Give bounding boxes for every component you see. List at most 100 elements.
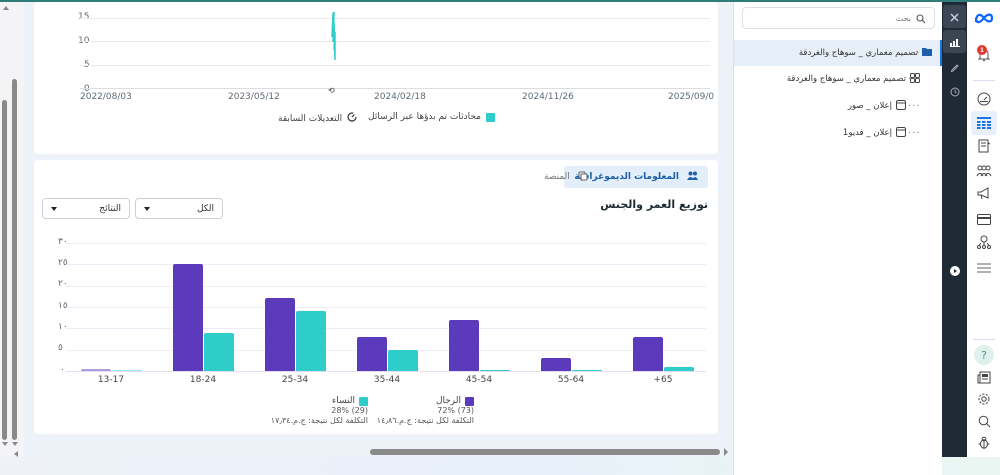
pencil-icon <box>950 57 960 76</box>
bar-women-55-64[interactable] <box>572 370 602 371</box>
y-tick: 15 <box>78 12 90 22</box>
ad-icon <box>896 99 906 113</box>
legend-swatch <box>465 396 474 406</box>
scroll-right-arrow[interactable] <box>724 448 728 456</box>
bar-women-35-44[interactable] <box>388 350 418 371</box>
bar-women-13-17[interactable] <box>112 370 142 371</box>
search-box[interactable] <box>742 7 935 29</box>
x-axis-line <box>66 371 706 372</box>
scroll-down-arrow[interactable] <box>2 442 8 446</box>
help-button[interactable]: ? <box>971 343 997 367</box>
scroll-down-arrow-2[interactable] <box>12 442 18 446</box>
scroll-up-arrow[interactable] <box>3 6 9 10</box>
more-options-icon[interactable]: ··· <box>908 73 921 85</box>
x-tick: 2022/08/03 <box>80 92 132 102</box>
tab-platform[interactable]: المنصة <box>544 166 588 188</box>
tree-item-adset[interactable]: تصميم معماري _ سوهاج والغردقة ··· <box>734 66 942 92</box>
filter-results-dropdown[interactable]: النتائج <box>42 198 130 219</box>
previous-edits-marker-icon[interactable]: ⟲ <box>328 86 335 95</box>
expand-button[interactable] <box>950 266 960 276</box>
campaign-tree-panel: تصميم معماري _ سوهاج والغردقة ··· تصميم … <box>733 2 942 475</box>
gauge-icon <box>347 112 357 125</box>
close-panel-button[interactable] <box>943 5 966 28</box>
charts-button[interactable] <box>943 30 966 53</box>
more-options-icon[interactable]: ··· <box>908 47 921 59</box>
gridline <box>66 328 706 329</box>
bar-men-65plus[interactable] <box>633 337 663 371</box>
nav-ads-manager[interactable] <box>971 111 997 135</box>
ad-icon <box>896 126 906 140</box>
legend-previous-edits: التعديلات السابقة <box>278 112 357 125</box>
vertical-scrollbar[interactable] <box>0 2 24 457</box>
report-bug-button[interactable] <box>971 431 997 455</box>
help-icon: ? <box>974 345 994 365</box>
gridline <box>80 18 710 19</box>
nav-reports[interactable] <box>971 366 997 390</box>
nav-all-tools[interactable] <box>971 255 997 279</box>
search-input[interactable] <box>771 13 911 23</box>
bar-men-35-44[interactable] <box>357 337 387 371</box>
scrollbar-thumb-outer[interactable] <box>12 79 17 440</box>
people-group-icon <box>976 162 992 181</box>
x-tick: 2024/11/26 <box>522 92 574 102</box>
y-tick: ١٠ <box>58 322 68 332</box>
tree-item-ad-images[interactable]: إعلان _ صور ··· <box>734 93 942 119</box>
bar-men-45-54[interactable] <box>449 320 479 371</box>
close-icon <box>950 7 959 26</box>
category-label: +65 <box>653 375 673 385</box>
settings-button[interactable] <box>971 388 997 412</box>
x-tick: 2024/02/18 <box>374 92 426 102</box>
horizontal-scrollbar[interactable] <box>24 447 732 457</box>
more-options-icon[interactable]: ··· <box>908 100 921 112</box>
tree-item-ad-video[interactable]: إعلان _ فديو1 ··· <box>734 120 942 146</box>
people-icon <box>687 171 698 183</box>
bar-men-25-34[interactable] <box>265 298 295 371</box>
tab-demographics[interactable]: المعلومات الديموغرافية <box>564 166 708 188</box>
nav-audiences[interactable] <box>971 159 997 183</box>
network-icon <box>977 234 991 253</box>
category-label: 25-34 <box>281 375 309 385</box>
more-options-icon[interactable]: ··· <box>908 127 921 139</box>
bar-women-45-54[interactable] <box>480 370 510 371</box>
legend-label: النساء <box>332 396 355 406</box>
filter-all-dropdown[interactable]: الكل <box>135 198 223 219</box>
tab-label: المنصة <box>544 172 570 182</box>
nav-business-settings[interactable] <box>971 231 997 255</box>
x-tick: 2023/05/12 <box>228 92 280 102</box>
chevron-right-icon <box>953 269 957 273</box>
bug-icon <box>978 434 990 453</box>
y-tick: ٢٥ <box>58 258 68 268</box>
search-button[interactable] <box>971 410 997 434</box>
caret-down-icon <box>51 206 57 211</box>
nav-billing[interactable] <box>971 207 997 231</box>
notifications-button[interactable]: 1 <box>971 44 997 68</box>
megaphone-icon <box>977 186 991 205</box>
category-label: 45-54 <box>465 375 493 385</box>
bar-women-65plus[interactable] <box>664 367 694 371</box>
gridline <box>80 65 710 66</box>
scroll-left-arrow[interactable] <box>14 451 18 457</box>
edit-button[interactable] <box>943 55 966 78</box>
scrollbar-thumb[interactable] <box>370 449 720 455</box>
tree-item-label: تصميم معماري _ سوهاج والغردقة <box>798 48 918 58</box>
nav-overview[interactable] <box>971 88 997 112</box>
tree-item-campaign[interactable]: تصميم معماري _ سوهاج والغردقة ··· <box>734 40 942 66</box>
credit-card-icon <box>977 210 991 229</box>
gridline <box>66 307 706 308</box>
bar-men-55-64[interactable] <box>541 358 571 371</box>
category-label: 55-64 <box>557 375 585 385</box>
scrollbar-thumb-inner[interactable] <box>2 100 7 440</box>
meta-logo[interactable] <box>971 6 997 30</box>
gridline <box>80 41 710 42</box>
notification-badge: 1 <box>977 45 987 55</box>
history-button[interactable] <box>943 80 966 103</box>
nav-pages[interactable] <box>971 135 997 159</box>
clock-icon <box>950 82 960 101</box>
bar-women-18-24[interactable] <box>204 333 234 371</box>
nav-separator <box>973 339 995 340</box>
bar-men-13-17[interactable] <box>81 369 111 371</box>
legend-women: النساء 28% (29) التكلفة لكل نتيجة: ج.م.١… <box>271 396 368 426</box>
bar-men-18-24[interactable] <box>173 264 203 371</box>
bar-women-25-34[interactable] <box>296 311 326 371</box>
nav-campaigns[interactable] <box>971 183 997 207</box>
